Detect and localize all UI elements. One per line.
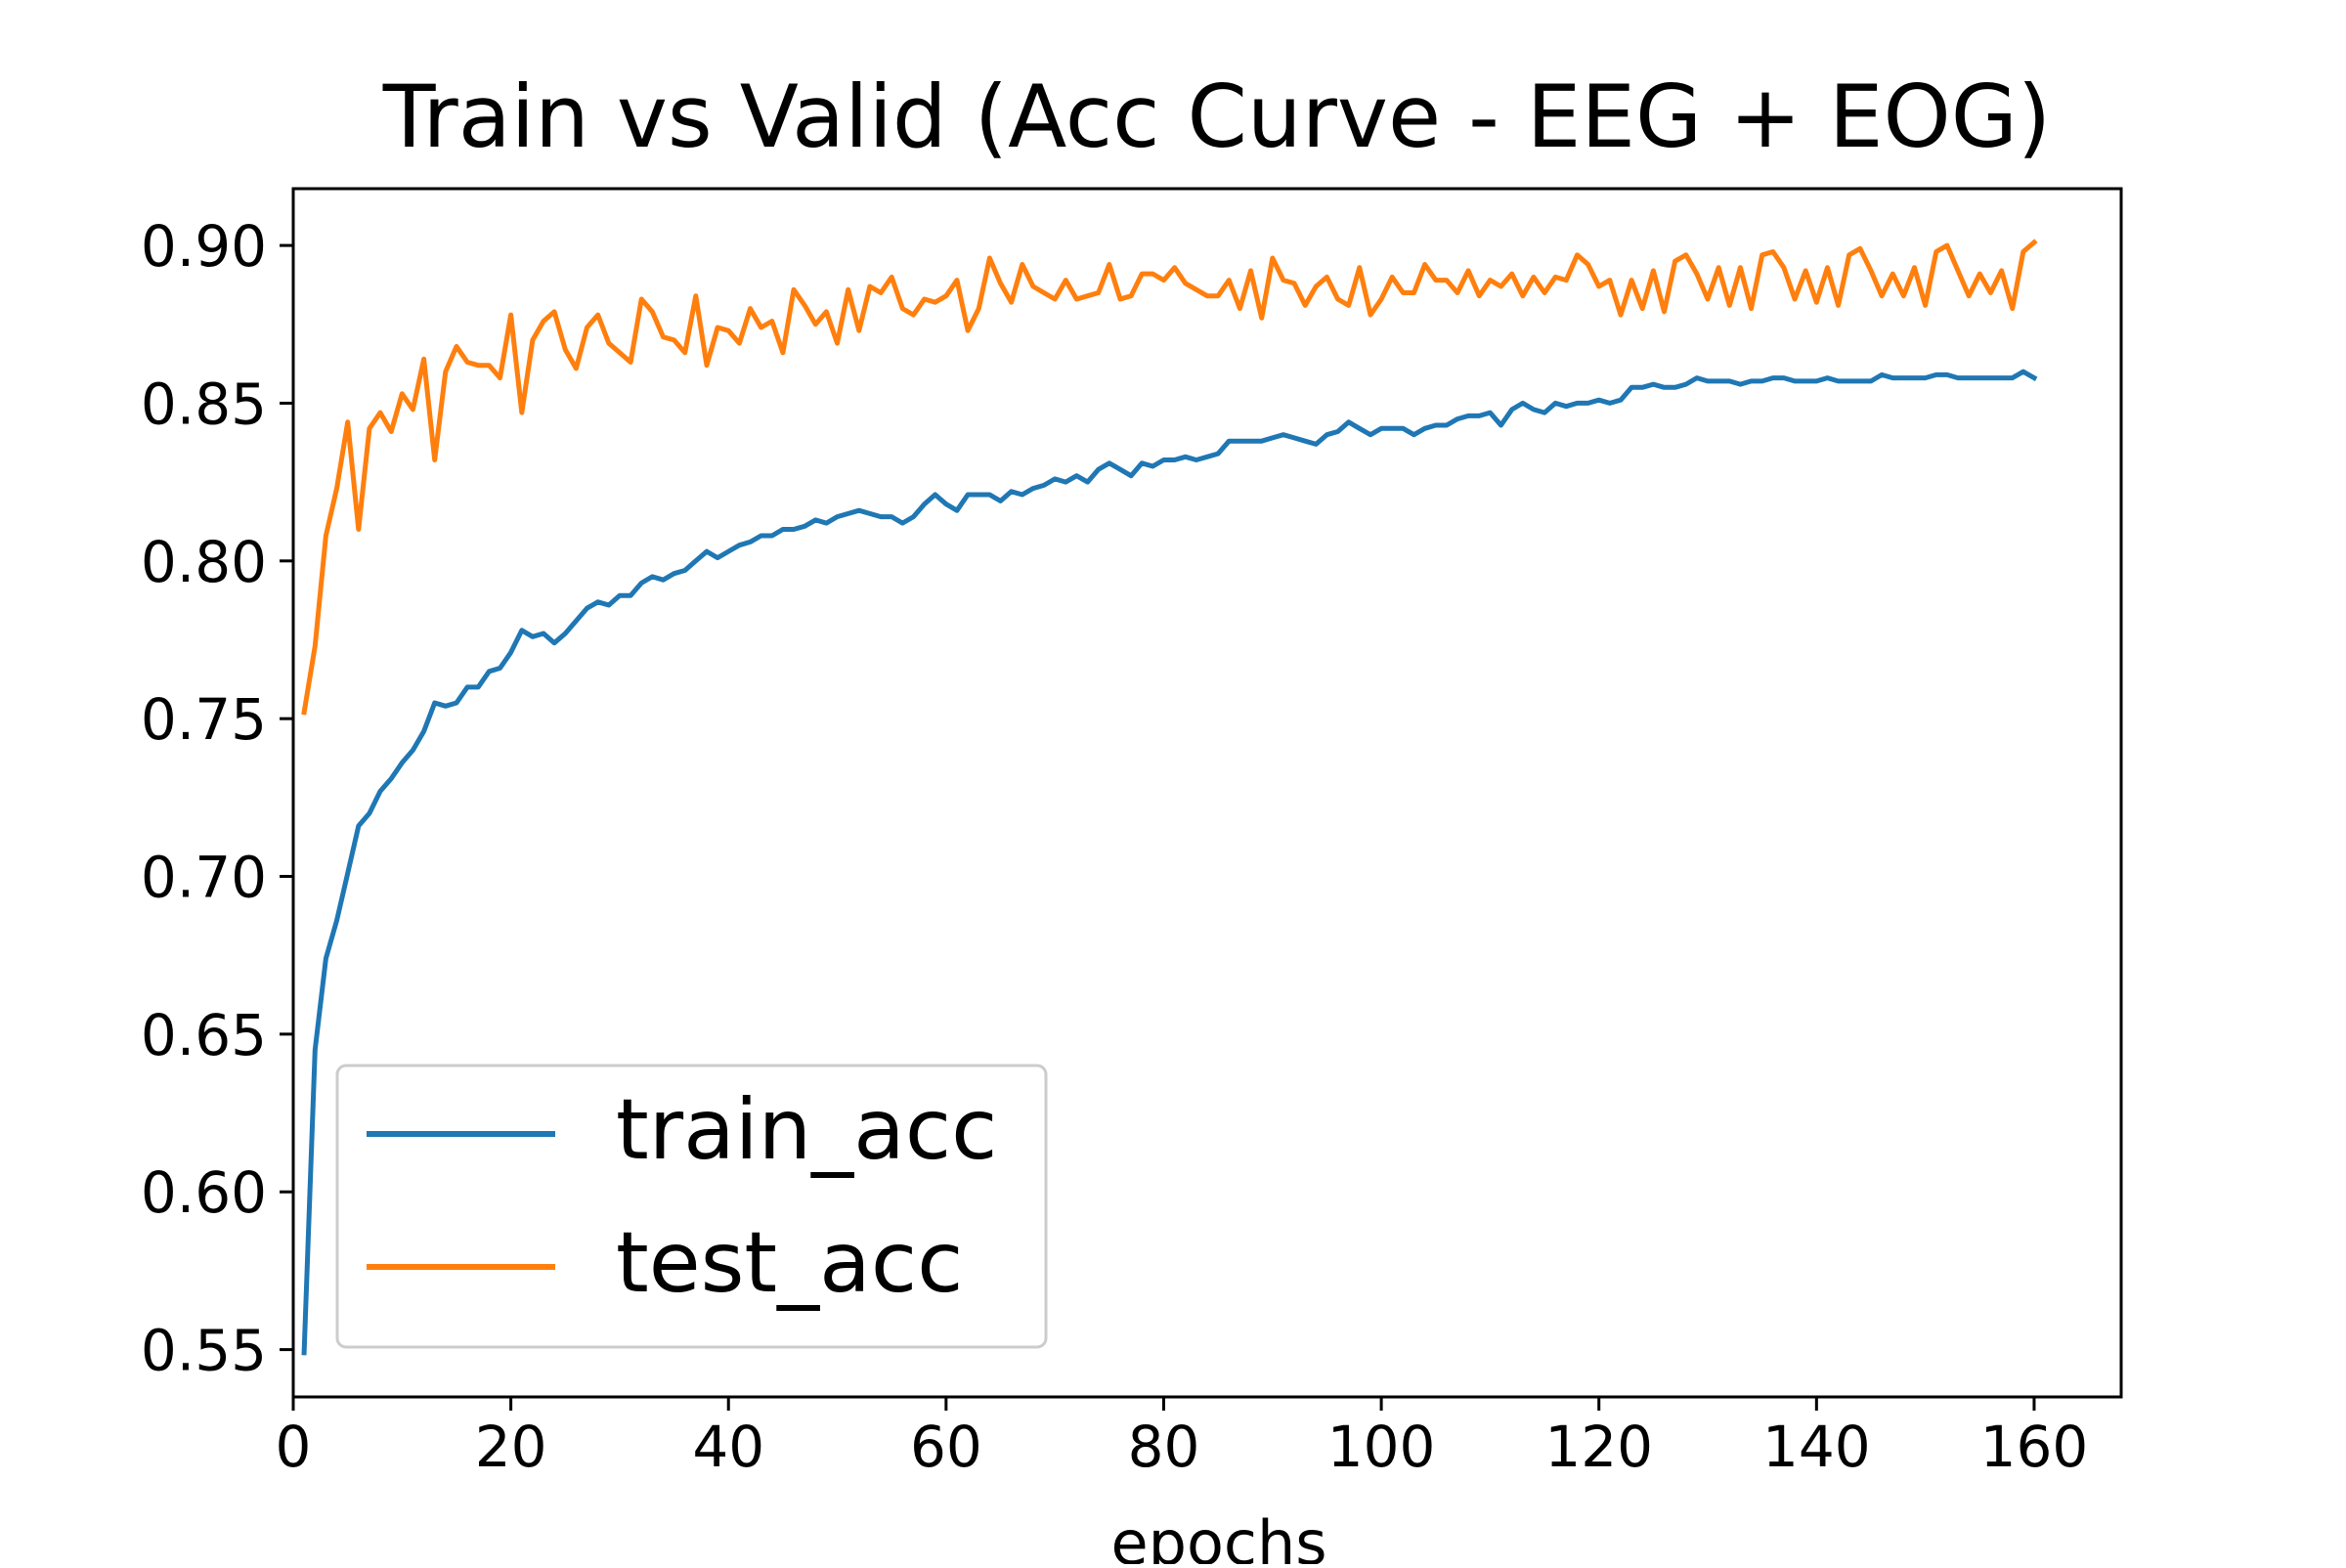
y-tick-label: 0.80 (141, 529, 267, 595)
x-tick-label: 100 (1327, 1414, 1436, 1480)
y-tick-label: 0.70 (141, 845, 267, 911)
x-tick-label: 20 (475, 1414, 547, 1480)
legend-label-test-acc: test_acc (616, 1214, 963, 1312)
x-tick-label: 0 (276, 1414, 312, 1480)
y-tick-label: 0.60 (141, 1159, 267, 1226)
series-line-test-acc (301, 239, 2038, 716)
series-layer (301, 239, 2038, 1356)
x-tick-label: 60 (910, 1414, 982, 1480)
axes-layer: 0 20 40 60 80 100 120 140 160 0.55 0.60 0.65 0.70 0.7… (141, 187, 2123, 1480)
x-tick-label: 160 (1980, 1414, 2089, 1480)
x-tick-label: 80 (1128, 1414, 1200, 1480)
series-line-train-acc (301, 369, 2038, 1356)
y-tick-label: 0.90 (141, 213, 267, 280)
y-tick-label: 0.85 (141, 370, 267, 437)
x-tick-label: 140 (1762, 1414, 1871, 1480)
legend-label-train-acc: train_acc (616, 1081, 997, 1179)
x-axis-label: epochs (1110, 1507, 1326, 1564)
x-tick-label: 120 (1544, 1414, 1653, 1480)
x-tick-label: 40 (692, 1414, 764, 1480)
plot-frame (291, 187, 2123, 1399)
y-tick-label: 0.75 (141, 686, 267, 753)
y-tick-label: 0.55 (141, 1318, 267, 1384)
legend: train_acc test_acc (335, 1064, 1048, 1349)
y-tick-label: 0.65 (141, 1002, 267, 1068)
chart-title: Train vs Valid (Acc Curve - EEG + EOG) (382, 66, 2052, 167)
